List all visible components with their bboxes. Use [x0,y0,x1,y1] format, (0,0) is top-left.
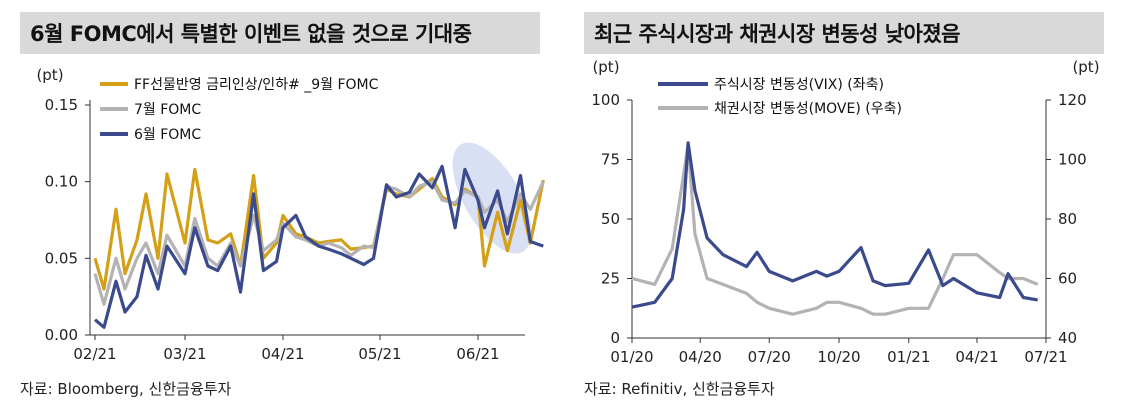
y-tick-label-right: 40 [1058,329,1077,347]
y-tick-label-left: 50 [601,210,620,228]
x-tick-label: 05/21 [358,345,401,363]
legend-label: FF선물반영 금리인상/인하# _9월 FOMC [134,77,379,93]
y-tick-label-left: 0 [610,329,620,347]
y-unit-label-left: (pt) [592,58,619,76]
legend-label: 7월 FOMC [134,102,201,118]
legend-label: 주식시장 변동성(VIX) (좌축) [714,77,884,93]
series-line [631,143,1039,316]
x-tick-label: 07/20 [748,348,791,366]
x-tick-label: 02/21 [73,345,116,363]
fomc-chart-panel: 6월 FOMC에서 특별한 이벤트 없을 것으로 기대중 0.00 0.05 0.1… [0,0,545,412]
y-tick-label: 0.15 [45,96,78,114]
chart-title: 최근 주식시장과 채권시장 변동성 낮아졌음 [594,22,961,46]
series-line [631,141,1038,309]
x-tick-label: 10/20 [817,348,860,366]
x-tick-label: 04/21 [955,348,998,366]
y-tick-label-left: 100 [591,91,620,109]
x-tick-label: 04/21 [261,345,304,363]
legend-label: 채권시장 변동성(MOVE) (우축) [714,101,902,117]
legend-label: 6월 FOMC [134,127,201,143]
y-tick-label-right: 60 [1058,270,1077,288]
volatility-line-chart: 0 25 50 75 100 40 60 80 100 120 (pt) (pt) 01/20 04/20… [591,58,1099,366]
x-tick-label: 04/20 [679,348,722,366]
volatility-chart-panel: 최근 주식시장과 채권시장 변동성 낮아졌음 0 25 50 75 100 40 60 80 1… [576,0,1127,412]
chart-title-bar: 6월 FOMC에서 특별한 이벤트 없을 것으로 기대중 [20,12,540,54]
x-tick-label: 06/21 [456,345,499,363]
y-tick-label-left: 25 [601,270,620,288]
x-tick-label: 01/21 [887,348,930,366]
chart-source: 자료: Bloomberg, 신한금융투자 [20,380,232,398]
x-tick-label: 03/21 [163,345,206,363]
x-tick-label: 01/20 [610,348,653,366]
highlight-ellipse [452,142,532,254]
chart-title: 6월 FOMC에서 특별한 이벤트 없을 것으로 기대중 [30,22,472,46]
x-tick-label: 07/21 [1024,348,1067,366]
fomc-line-chart: 0.00 0.05 0.10 0.15 (pt) 02/21 03/21 04/21 05/21… [36,66,545,363]
chart-title-bar: 최근 주식시장과 채권시장 변동성 낮아졌음 [584,12,1104,54]
y-tick-label-right: 120 [1058,91,1087,109]
y-unit-label: (pt) [36,66,63,84]
y-tick-label: 0.00 [45,326,78,344]
chart-source: 자료: Refinitiv, 신한금융투자 [584,380,775,398]
y-unit-label-right: (pt) [1072,58,1099,76]
y-tick-label: 0.05 [45,249,78,267]
y-tick-label-right: 100 [1058,151,1087,169]
y-tick-label: 0.10 [45,173,78,191]
series-line [93,164,544,329]
y-tick-label-right: 80 [1058,210,1077,228]
y-tick-label-left: 75 [601,151,620,169]
